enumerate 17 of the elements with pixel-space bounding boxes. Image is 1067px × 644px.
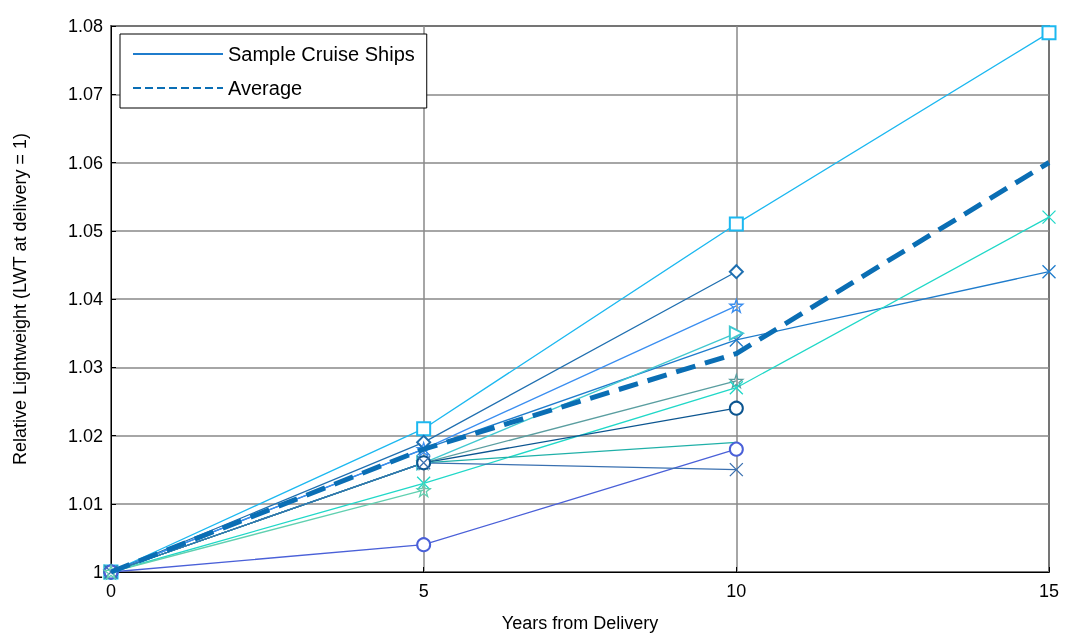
x-axis-title: Years from Delivery: [501, 613, 659, 633]
y-tick-label: 1.05: [67, 220, 103, 241]
y-axis-title: Relative Lightweight (LWT at delivery = 1): [10, 133, 30, 465]
x-tick-label: 10: [726, 581, 747, 601]
y-tick-label: 1.08: [67, 16, 103, 36]
x-tick-label: 0: [105, 581, 117, 601]
x-tick-label: 5: [418, 581, 429, 601]
x-tick-label: 15: [1038, 581, 1060, 601]
y-tick-label: 1.02: [67, 425, 103, 446]
y-tick-label: 1.01: [67, 493, 103, 514]
y-tick-label: 1.07: [67, 84, 103, 105]
legend-label: Average: [228, 77, 303, 99]
y-tick-label: 1.03: [67, 357, 103, 378]
legend-label: Sample Cruise Ships: [228, 43, 415, 65]
y-tick-label: 1: [92, 562, 103, 582]
y-tick-label: 1.06: [67, 152, 103, 173]
y-tick-label: 1.04: [67, 289, 103, 309]
